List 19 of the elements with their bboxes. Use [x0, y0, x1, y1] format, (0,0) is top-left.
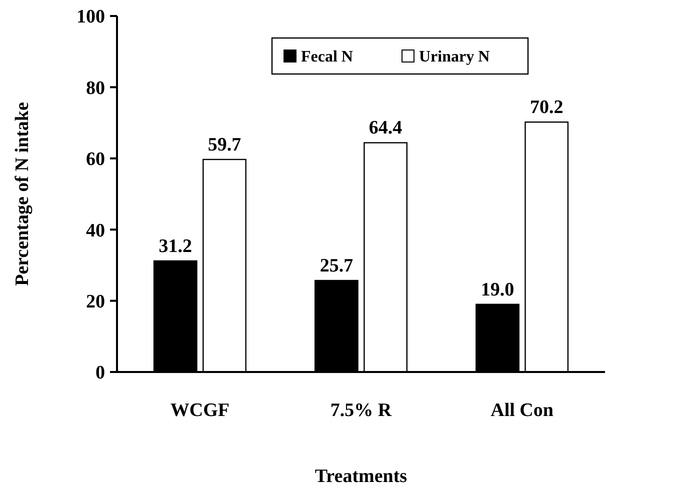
legend-label: Urinary N: [419, 48, 490, 66]
y-tick-label: 100: [76, 6, 105, 28]
y-tick-label: 20: [86, 291, 105, 312]
y-tick-label: 80: [86, 78, 105, 99]
y-tick-label: 60: [86, 149, 105, 170]
data-label: 19.0: [480, 279, 514, 300]
y-tick-label: 0: [96, 362, 105, 384]
x-tick-label: WCGF: [170, 400, 230, 421]
data-label: 25.7: [320, 256, 354, 277]
data-label: 59.7: [208, 134, 242, 156]
data-label: 64.4: [368, 118, 403, 139]
legend-label: Fecal N: [301, 48, 354, 66]
data-label: 31.2: [158, 236, 192, 257]
x-tick-label: 7.5% R: [330, 400, 392, 421]
x-axis-title: Treatments: [314, 466, 408, 487]
data-label: 70.2: [530, 97, 564, 118]
y-axis-title: Percentage of N intake: [12, 102, 33, 286]
x-tick-label: All Con: [490, 400, 554, 421]
y-tick-label: 40: [86, 220, 105, 242]
